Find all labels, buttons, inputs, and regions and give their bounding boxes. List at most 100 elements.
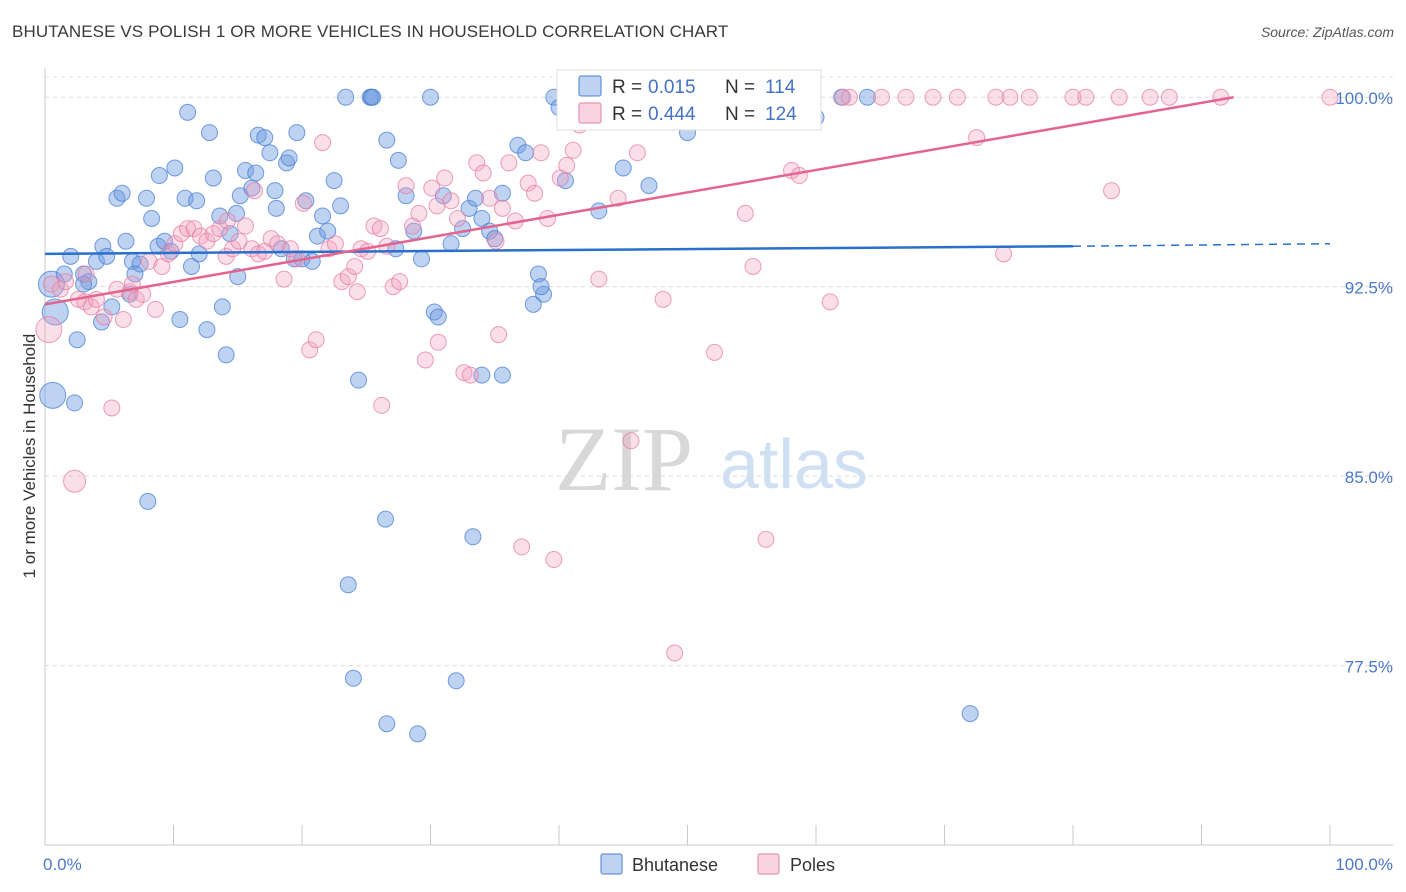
poles-point	[339, 268, 357, 286]
y-axis-label: 1 or more Vehicles in Household	[20, 334, 39, 579]
bhutanese-point	[350, 371, 368, 389]
bhutanese-point	[460, 199, 478, 217]
poles-point	[628, 144, 646, 162]
watermark-zip: ZIP	[555, 408, 693, 510]
bhutanese-point	[39, 381, 67, 409]
bhutanese-points	[37, 88, 979, 743]
bhutanese-point	[517, 144, 535, 162]
bhutanese-point	[256, 129, 274, 147]
poles-point	[545, 551, 563, 569]
poles-point	[57, 273, 75, 291]
poles-point	[1001, 88, 1019, 106]
bhutanese-point	[473, 209, 491, 227]
bhutanese-point	[143, 209, 161, 227]
poles-point	[348, 283, 366, 301]
y-tick-labels: 100.0% 92.5% 85.0% 77.5%	[1335, 89, 1393, 676]
poles-point	[63, 469, 87, 493]
poles-n-label: N =	[725, 104, 755, 125]
poles-point	[42, 275, 60, 293]
bhutanese-point	[314, 207, 332, 225]
bhutanese-point	[93, 313, 111, 331]
bhutanese-point	[529, 265, 547, 283]
poles-point	[1321, 88, 1339, 106]
bhutanese-point	[364, 88, 382, 106]
poles-point	[666, 644, 684, 662]
bhutanese-point	[319, 222, 337, 240]
bhutanese-point	[397, 187, 415, 205]
legend-bhutanese-label: Bhutanese	[632, 855, 718, 875]
poles-point	[590, 270, 608, 288]
bhutanese-point	[280, 149, 298, 167]
bhutanese-point	[62, 247, 80, 265]
watermark-atlas: atlas	[720, 425, 868, 503]
series-legend: Bhutanese Poles	[600, 853, 835, 875]
source-label: Source: ZipAtlas.com	[1260, 24, 1394, 40]
stats-legend: R = 0.015 N = 114 R = 0.444 N = 124	[556, 69, 822, 131]
poles-point	[147, 300, 165, 318]
bhutanese-point	[532, 278, 550, 296]
poles-point	[493, 199, 511, 217]
poles-point	[428, 197, 446, 215]
bhutanese-point	[337, 88, 355, 106]
bhutanese-n-label: N =	[725, 77, 755, 98]
bhutanese-point	[188, 192, 206, 210]
y-tick-label: 77.5%	[1345, 658, 1393, 677]
bhutanese-r-value: 0.015	[648, 77, 696, 98]
poles-point	[95, 308, 113, 326]
bhutanese-point	[113, 184, 131, 202]
bhutanese-point	[198, 321, 216, 339]
x-tick-labels: 0.0% 100.0%	[43, 855, 1393, 874]
poles-point	[834, 88, 852, 106]
bhutanese-point	[447, 672, 465, 690]
poles-point	[397, 177, 415, 195]
bhutanese-point	[524, 295, 542, 313]
poles-point	[391, 273, 409, 291]
poles-point	[245, 182, 263, 200]
bhutanese-point	[473, 366, 491, 384]
poles-point	[77, 265, 95, 283]
bhutanese-point	[590, 202, 608, 220]
poles-point	[436, 169, 454, 187]
bhutanese-point	[217, 346, 235, 364]
poles-point	[35, 316, 63, 344]
bhutanese-point	[166, 159, 184, 177]
poles-point	[513, 538, 531, 556]
bhutanese-point	[182, 257, 200, 275]
poles-point	[1110, 88, 1128, 106]
chart-title: BHUTANESE VS POLISH 1 OR MORE VEHICLES I…	[12, 22, 729, 41]
poles-point	[410, 204, 428, 222]
poles-point	[429, 333, 447, 351]
poles-point	[790, 167, 808, 185]
poles-point	[821, 293, 839, 311]
bhutanese-point	[204, 169, 222, 187]
bhutanese-point	[261, 144, 279, 162]
poles-point	[474, 164, 492, 182]
bhutanese-r-label: R =	[612, 77, 642, 98]
bhutanese-point	[179, 103, 197, 121]
poles-point	[416, 351, 434, 369]
poles-point	[294, 194, 312, 212]
poles-point	[1020, 88, 1038, 106]
poles-point	[532, 144, 550, 162]
x-tick-label: 100.0%	[1335, 855, 1393, 874]
poles-trend-line	[44, 95, 1234, 306]
bhutanese-point	[66, 394, 84, 412]
bhutanese-point	[466, 189, 484, 207]
poles-point	[1141, 88, 1159, 106]
trend-lines	[44, 95, 1331, 306]
poles-point	[948, 88, 966, 106]
poles-point	[230, 232, 248, 250]
bhutanese-point	[464, 528, 482, 546]
bhutanese-point	[117, 232, 135, 250]
poles-point	[371, 220, 389, 238]
poles-point	[1077, 88, 1095, 106]
bhutanese-point	[139, 492, 157, 510]
poles-point	[500, 154, 518, 172]
bhutanese-point	[200, 124, 218, 142]
poles-point	[307, 331, 325, 349]
poles-point	[526, 184, 544, 202]
bhutanese-point	[267, 199, 285, 217]
bhutanese-point	[37, 270, 65, 298]
x-tick-label: 0.0%	[43, 855, 82, 874]
